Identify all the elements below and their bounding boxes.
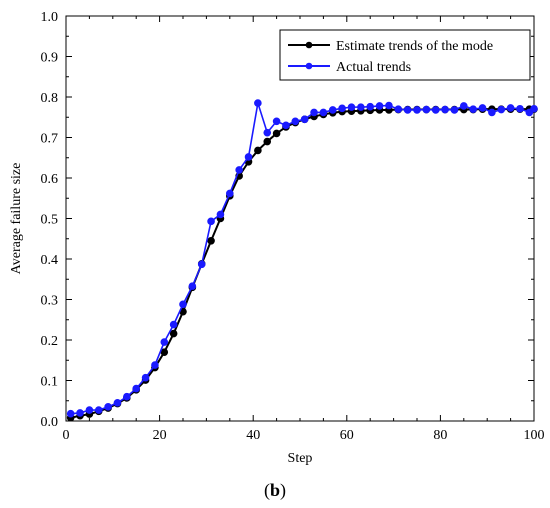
caption-part-1: b <box>270 480 280 500</box>
series-1-point-20 <box>254 99 262 107</box>
series-1-point-1 <box>76 409 84 417</box>
series-1-point-11 <box>169 320 178 329</box>
series-1-point-38 <box>422 105 431 114</box>
figure-caption: (b) <box>264 480 286 501</box>
series-1-point-22 <box>272 117 281 126</box>
series-1-point-42 <box>460 102 468 110</box>
series-1-point-43 <box>469 105 477 113</box>
x-tick-label-3: 60 <box>340 428 354 443</box>
x-axis-title: Step <box>288 451 313 466</box>
x-tick-label-4: 80 <box>433 428 447 443</box>
series-1-point-25 <box>300 115 309 124</box>
x-tick-label-2: 40 <box>246 428 260 443</box>
series-1-point-21 <box>263 128 272 137</box>
series-1-point-34 <box>385 101 393 110</box>
x-tick-label-0: 0 <box>63 428 70 443</box>
series-1-point-7 <box>132 384 140 393</box>
series-1-point-46 <box>497 105 506 114</box>
series-1-point-12 <box>179 300 187 309</box>
series-1-point-28 <box>328 106 337 114</box>
series-1-point-41 <box>450 106 459 114</box>
x-tick-label-1: 20 <box>153 428 167 443</box>
axes: 0 20 40 60 80 100 0.0 0.1 0.2 0.3 0.4 0.5 0.6 0.7 0.8 0… <box>41 10 545 443</box>
series-1-point-18 <box>235 166 243 174</box>
series-1-point-33 <box>375 102 384 110</box>
series-1-point-24 <box>291 117 300 126</box>
series-0-point-15 <box>207 236 215 245</box>
caption-part-2: ) <box>280 480 286 501</box>
y-tick-label-6: 0.6 <box>41 172 59 187</box>
legend-box <box>279 29 531 81</box>
legend-label-actual: Actual trends <box>336 60 411 75</box>
y-axis-title: Average failure size <box>9 163 24 275</box>
series-1-point-15 <box>207 217 215 226</box>
series-1-point-48 <box>516 104 524 113</box>
series-line-0 <box>70 108 534 419</box>
y-tick-label-2: 0.2 <box>41 334 59 349</box>
y-tick-label-5: 0.5 <box>41 213 59 228</box>
series-1-point-3 <box>94 406 103 414</box>
series-1-point-17 <box>226 189 234 198</box>
series-1-point-27 <box>319 108 328 117</box>
y-tick-label-10: 1.0 <box>41 10 59 25</box>
series-1-point-8 <box>141 373 150 382</box>
series-1-point-13 <box>188 282 197 290</box>
series-1-point-16 <box>216 210 225 219</box>
x-tick-label-5: 100 <box>524 428 545 443</box>
legend-label-estimate: Estimate trends of the mode <box>336 39 493 54</box>
series-1-point-32 <box>366 102 375 111</box>
series-1-point-14 <box>197 260 206 269</box>
series-0-point-11 <box>169 329 178 338</box>
legend-marker-estimate <box>305 41 313 49</box>
series-1-point-30 <box>347 103 356 111</box>
series-1-point-45 <box>488 108 496 117</box>
series-0-point-20 <box>254 146 262 155</box>
y-tick-label-9: 0.9 <box>41 51 59 66</box>
series-1-point-26 <box>310 108 318 117</box>
series-1-point-31 <box>357 103 365 111</box>
series-1-point-19 <box>244 153 253 161</box>
series-1-point-40 <box>441 105 449 114</box>
y-tick-label-1: 0.1 <box>41 375 59 390</box>
legend: Estimate trends of the mode Actual trend… <box>279 29 531 81</box>
series-1-point-10 <box>160 338 169 346</box>
series-1-point-50 <box>530 104 538 113</box>
series-1-point-35 <box>394 105 403 113</box>
series-1-point-36 <box>403 106 412 114</box>
y-tick-label-7: 0.7 <box>41 132 59 147</box>
series-1-point-9 <box>151 361 159 369</box>
series-layer <box>66 99 538 422</box>
series-0-point-22 <box>272 129 281 138</box>
series-1-point-23 <box>282 121 290 130</box>
y-tick-label-0: 0.0 <box>41 415 59 430</box>
y-tick-label-4: 0.4 <box>41 253 59 268</box>
y-tick-label-8: 0.8 <box>41 91 59 106</box>
legend-marker-actual <box>305 62 313 70</box>
series-1-point-0 <box>66 409 75 418</box>
series-1-point-47 <box>506 104 515 112</box>
series-1-point-4 <box>104 403 112 411</box>
series-1-point-39 <box>431 106 440 114</box>
series-line-1 <box>70 102 535 415</box>
caption-part-0: ( <box>264 480 270 501</box>
series-1-point-5 <box>113 398 122 407</box>
series-1-point-37 <box>413 106 421 114</box>
series-1-point-29 <box>338 104 346 113</box>
series-1-point-6 <box>123 392 131 401</box>
y-tick-label-3: 0.3 <box>41 294 59 309</box>
series-0-point-21 <box>263 137 272 146</box>
series-1-point-2 <box>85 406 94 414</box>
series-1-point-44 <box>478 104 487 112</box>
